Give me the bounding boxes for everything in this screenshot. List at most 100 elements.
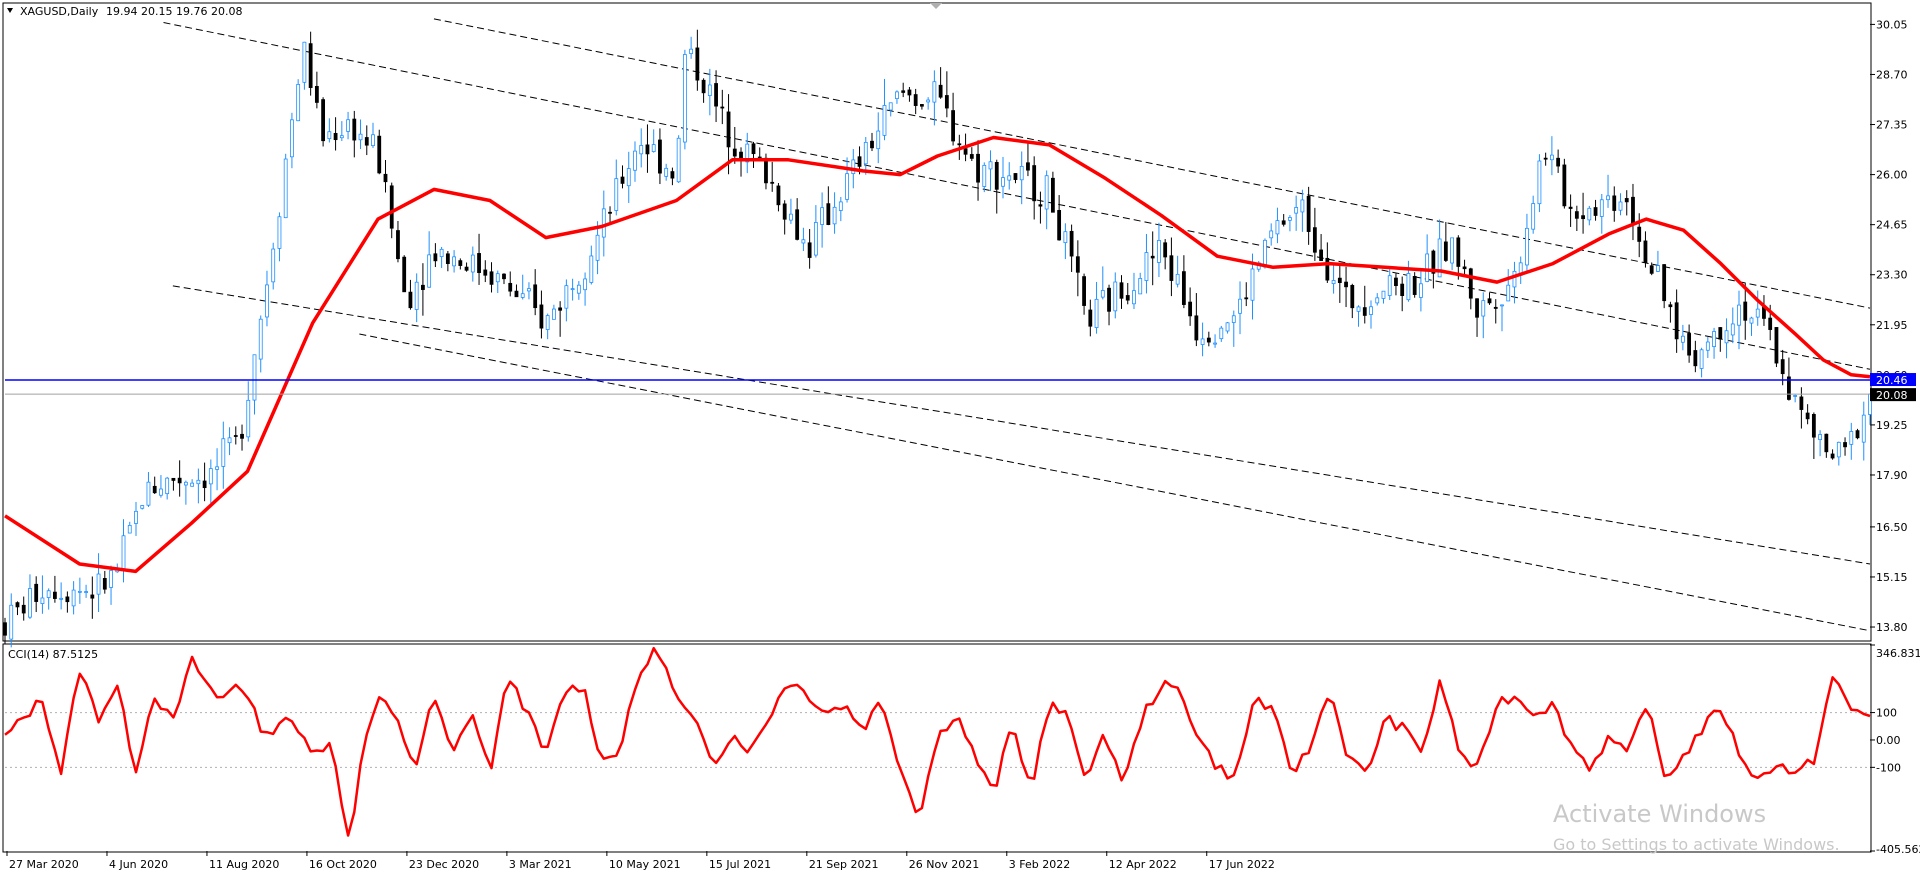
- candle-body: [9, 604, 14, 640]
- candle-body: [34, 583, 39, 602]
- candle-body: [533, 284, 538, 309]
- channel-line[interactable]: [172, 285, 1871, 565]
- candle-body: [1674, 302, 1679, 340]
- candle-body: [1138, 278, 1143, 295]
- candle-body: [1188, 301, 1193, 317]
- candle-body: [408, 291, 413, 309]
- channel-line[interactable]: [163, 22, 1871, 370]
- candle-body: [1755, 308, 1760, 318]
- price-lines[interactable]: 20.46 20.08: [5, 373, 1916, 402]
- candle-body: [396, 230, 400, 260]
- candle-body: [77, 590, 82, 593]
- candle-body: [445, 253, 450, 264]
- candle-body: [782, 203, 787, 220]
- candle-body: [1050, 177, 1055, 213]
- candle-body: [489, 271, 494, 285]
- x-tick-label: 3 Feb 2022: [1009, 858, 1070, 871]
- candle-body: [495, 273, 500, 283]
- channel-line[interactable]: [359, 333, 1871, 632]
- candle-body: [745, 143, 750, 163]
- y-tick-label: 23.30: [1876, 269, 1908, 282]
- candle-body: [1063, 231, 1068, 244]
- symbol-dropdown-icon[interactable]: [7, 8, 13, 13]
- candle-body: [134, 510, 138, 524]
- candle-body: [46, 590, 51, 598]
- channel-line[interactable]: [433, 18, 1871, 309]
- x-tick-label: 11 Aug 2020: [209, 858, 279, 871]
- candle-body: [346, 119, 350, 132]
- candle-body: [1125, 295, 1130, 301]
- candle-body: [121, 535, 126, 570]
- candle-body: [1606, 195, 1610, 201]
- candle-body: [71, 589, 76, 607]
- candle-body: [595, 234, 600, 261]
- candle-body: [1075, 256, 1080, 273]
- candle-body: [1375, 297, 1380, 304]
- candle-body: [277, 216, 282, 249]
- y-tick-label: 21.95: [1876, 319, 1908, 332]
- candle-body: [1406, 273, 1411, 301]
- candle-body: [1213, 342, 1217, 345]
- candle-body: [1107, 287, 1111, 312]
- candle-body: [1144, 252, 1149, 281]
- candle-body: [1132, 290, 1136, 305]
- candle-body: [1381, 290, 1386, 299]
- candle-body: [508, 282, 513, 292]
- candle-body: [52, 591, 57, 599]
- candle-body: [1537, 160, 1542, 205]
- candle-body: [1668, 304, 1673, 308]
- candle-body: [1044, 175, 1049, 210]
- chart-shift-marker-icon[interactable]: [930, 3, 942, 9]
- candle-body: [389, 185, 394, 229]
- candle-body: [383, 173, 388, 183]
- cci-line: [4, 646, 1871, 837]
- candle-body: [1562, 164, 1567, 207]
- candle-body: [296, 84, 301, 122]
- candle-body: [90, 594, 95, 599]
- candle-body: [1206, 337, 1211, 343]
- candle-body: [726, 111, 731, 148]
- candle-body: [1244, 297, 1249, 300]
- candle-body: [1693, 350, 1698, 367]
- channel-lines[interactable]: [163, 18, 1871, 632]
- candle-body: [770, 181, 775, 184]
- candle-body: [620, 176, 625, 184]
- candle-body: [826, 203, 831, 225]
- candle-body: [1431, 250, 1436, 274]
- candle-body: [695, 47, 700, 81]
- candle-body: [714, 83, 718, 107]
- candle-body: [502, 273, 506, 280]
- candle-body: [957, 143, 962, 146]
- candle-body: [464, 266, 469, 271]
- candle-body: [96, 573, 101, 595]
- candle-body: [1281, 220, 1286, 225]
- candle-body: [339, 135, 344, 139]
- main-chart-frame: [2, 2, 1872, 642]
- candle-body: [1493, 306, 1498, 309]
- candle-body: [1487, 298, 1492, 304]
- candle-body: [1013, 173, 1018, 180]
- candle-body: [1512, 270, 1517, 288]
- candle-body: [1344, 281, 1348, 288]
- candle-body: [327, 131, 332, 140]
- candle-body: [240, 433, 244, 439]
- candle-body: [21, 604, 26, 614]
- candle-body: [932, 81, 937, 103]
- candle-body: [1250, 268, 1255, 301]
- candle-body: [196, 479, 201, 485]
- candle-body: [776, 185, 781, 206]
- candle-body: [1450, 237, 1454, 264]
- candle-body: [1680, 335, 1685, 343]
- candle-body: [321, 99, 326, 142]
- candle-body: [1175, 273, 1180, 285]
- candle-body: [1468, 268, 1473, 299]
- candle-body: [290, 119, 294, 158]
- candle-body: [514, 290, 519, 298]
- candle-body: [1724, 330, 1729, 344]
- candle-body: [458, 260, 463, 266]
- candle-body: [171, 477, 176, 481]
- x-tick-label: 12 Apr 2022: [1109, 858, 1177, 871]
- candle-body: [707, 84, 712, 97]
- cci-tick-label: 346.831: [1876, 647, 1920, 660]
